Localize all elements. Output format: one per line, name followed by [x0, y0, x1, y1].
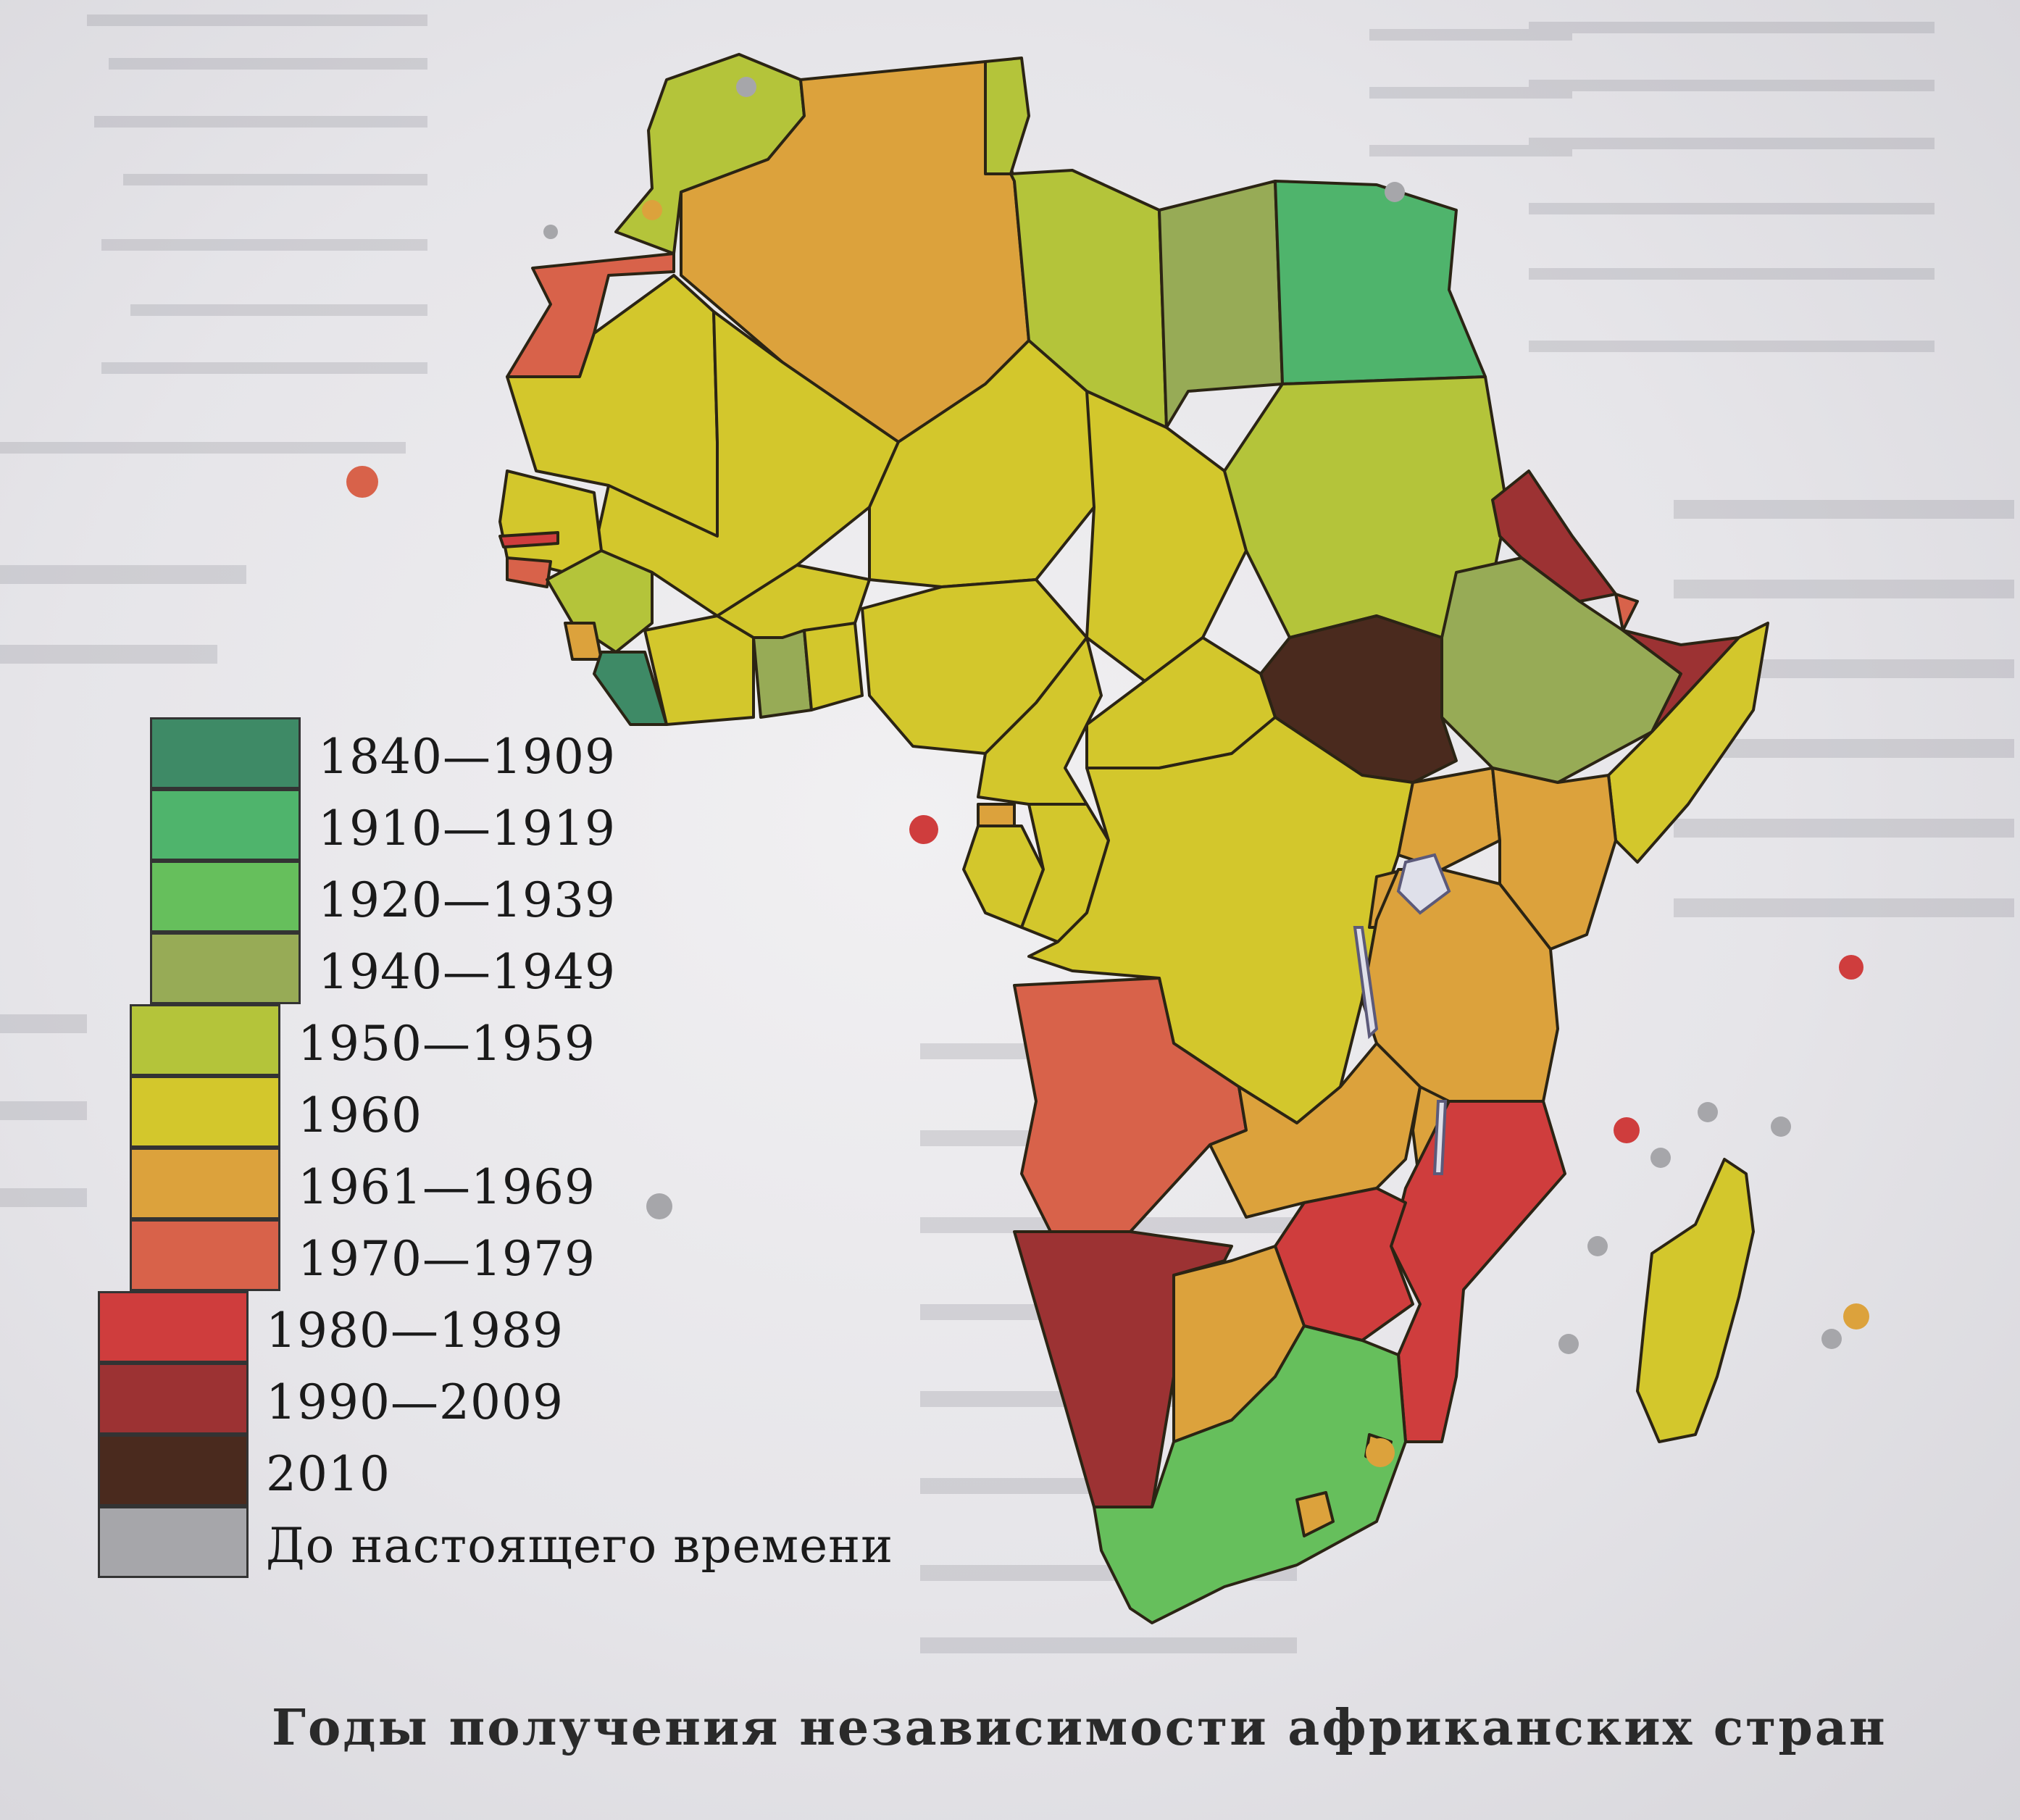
legend-swatch	[150, 861, 301, 932]
country-mali	[593, 310, 900, 617]
legend-label: До настоящего времени	[266, 1518, 894, 1574]
island-st-helena	[646, 1193, 672, 1219]
map-caption: Годы получения независимости африканских…	[272, 1699, 1887, 1757]
legend-label: 2010	[266, 1446, 391, 1502]
country-kenya	[1491, 767, 1617, 951]
legend-label: 1920—1939	[318, 872, 616, 928]
legend-item: 1960	[130, 1076, 1072, 1148]
legend-label: 1940—1949	[318, 944, 616, 1000]
country-lesotho	[1295, 1491, 1335, 1537]
country-egypt-west	[1158, 180, 1284, 429]
country-uganda	[1397, 767, 1501, 871]
island-reunion	[1843, 1303, 1869, 1329]
country-liberia	[593, 651, 668, 726]
island-sinai-dot	[1385, 182, 1405, 202]
legend-swatch	[98, 1291, 249, 1363]
island-mayotte	[1650, 1148, 1671, 1168]
country-chad	[1085, 390, 1248, 682]
country-tunisia	[984, 57, 1030, 175]
island-seychelles	[1839, 955, 1864, 980]
country-cote-divoire	[643, 614, 755, 726]
lake-tanganyika	[1353, 926, 1379, 1040]
country-djibouti	[1614, 593, 1639, 632]
country-zambia	[1209, 1042, 1422, 1219]
lake-victoria	[1396, 853, 1451, 915]
legend-item: До настоящего времени	[98, 1506, 1040, 1578]
legend-item: 1940—1949	[150, 932, 1092, 1004]
country-ghana	[752, 629, 813, 719]
island-ceuta-melilla	[736, 77, 756, 97]
legend-swatch	[130, 1076, 280, 1148]
lake-malawi	[1432, 1100, 1448, 1175]
island-europa	[1558, 1334, 1579, 1354]
island-comoros	[1614, 1117, 1640, 1143]
legend-item: 1950—1959	[130, 1004, 1072, 1076]
legend-swatch	[130, 1004, 280, 1076]
legend-item: 1961—1969	[130, 1148, 1072, 1219]
island-madeira	[642, 200, 662, 220]
country-gambia	[498, 531, 559, 548]
legend-label: 1980—1989	[266, 1303, 564, 1358]
legend-swatch	[150, 717, 301, 789]
legend-item: 1980—1989	[98, 1291, 1040, 1363]
legend-label: 1910—1919	[318, 801, 616, 856]
legend-item: 1920—1939	[150, 861, 1092, 932]
legend-swatch	[98, 1363, 249, 1435]
country-togo-benin	[803, 622, 864, 711]
legend-item: 1910—1919	[150, 789, 1092, 861]
country-cameroon	[977, 636, 1103, 806]
legend-swatch	[98, 1506, 249, 1578]
legend-item: 2010	[98, 1435, 1040, 1506]
legend-item: 1970—1979	[130, 1219, 1072, 1291]
island-cape-verde	[346, 466, 378, 498]
legend-swatch	[130, 1219, 280, 1291]
legend-swatch	[150, 789, 301, 861]
island-sao-tome	[909, 815, 938, 844]
country-madagascar	[1636, 1158, 1755, 1443]
legend-swatch	[98, 1435, 249, 1506]
legend-label: 1970—1979	[298, 1231, 596, 1287]
island-mauritius-gray	[1821, 1329, 1842, 1349]
legend-swatch	[130, 1148, 280, 1219]
legend-label: 1950—1959	[298, 1016, 596, 1072]
island-durban-dot	[1366, 1438, 1395, 1467]
island-glorioso	[1698, 1102, 1718, 1122]
island-tromelin	[1771, 1116, 1791, 1137]
legend-label: 1960	[298, 1088, 422, 1143]
legend-label: 1840—1909	[318, 729, 616, 785]
legend-item: 1840—1909	[150, 717, 1092, 789]
country-egypt	[1274, 180, 1487, 385]
legend-label: 1961—1969	[298, 1159, 596, 1215]
legend-label: 1990—2009	[266, 1374, 564, 1430]
country-sierra-leone	[564, 622, 603, 661]
country-south-africa	[1093, 1324, 1407, 1624]
legend-swatch	[150, 932, 301, 1004]
legend-item: 1990—2009	[98, 1363, 1040, 1435]
island-juan-de-nova	[1587, 1236, 1608, 1256]
country-eritrea	[1491, 469, 1617, 603]
country-guinea-bissau	[506, 556, 552, 588]
island-canary-islands	[543, 225, 558, 239]
